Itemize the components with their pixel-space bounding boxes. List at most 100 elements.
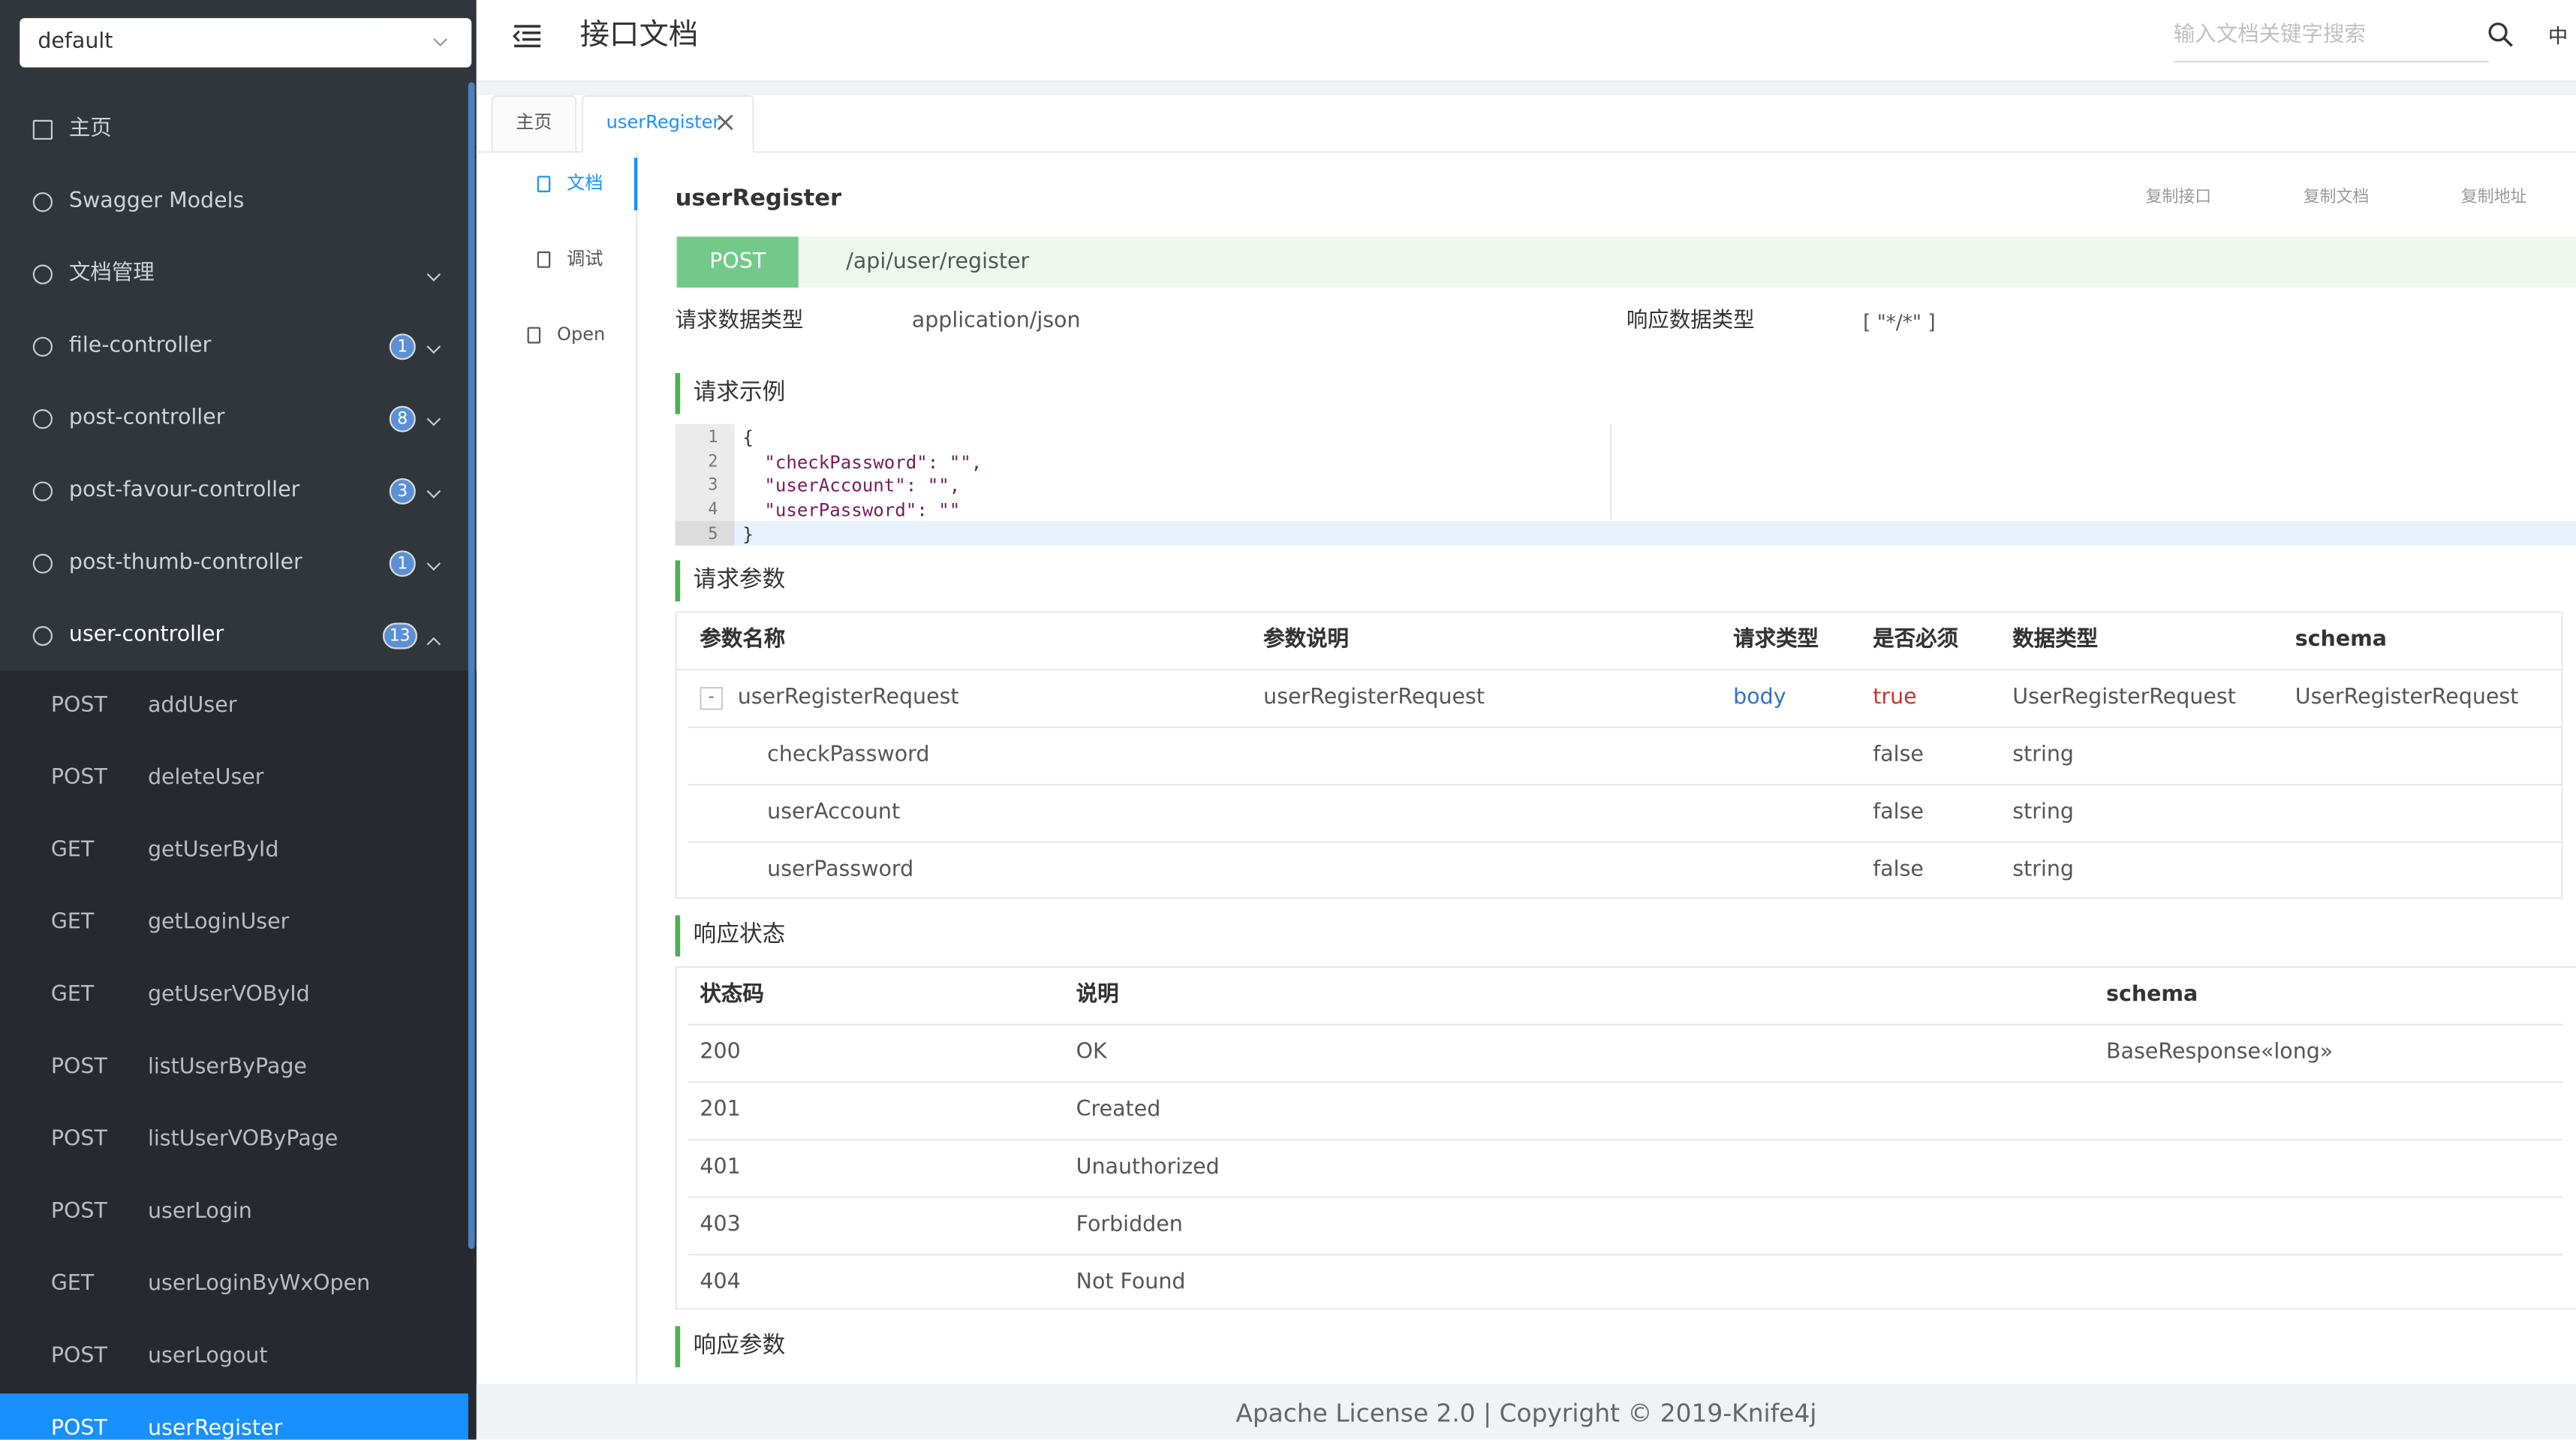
scrollbar[interactable] [468,82,475,1249]
table-header: 请求类型 [1733,628,1819,652]
menu-label: post-thumb-controller [68,550,302,576]
status-desc: Not Found [1076,1270,1186,1295]
menu-label: user-controller [68,622,224,648]
param-in: body [1733,685,1786,710]
param-name: userRegisterRequest [737,685,959,710]
table-header: 数据类型 [2012,628,2099,652]
endpoint-name: userLoginByWxOpen [147,1272,371,1297]
endpoint-name: addUser [147,693,237,718]
param-name: userPassword [767,857,914,883]
endpoint-method: GET [50,838,95,863]
endpoint-name: getUserVOById [147,982,310,1008]
menu-badge: 1 [389,550,416,577]
tab-close[interactable] [718,115,733,130]
status-schema: BaseResponse«long» [2106,1040,2334,1065]
menu-icon [32,481,53,502]
side-tab[interactable] [477,158,638,211]
params-table [675,611,2563,899]
menu-badge: 1 [389,333,416,360]
line-number: 2 [708,453,718,471]
section-title: 响应参数 [693,1333,786,1360]
param-name: checkPassword [767,743,930,768]
header [476,0,2576,83]
code-line: } [742,523,754,546]
tab-label: userRegister [606,111,721,134]
param-desc: userRegisterRequest [1263,685,1485,710]
table-header: 状态码 [700,982,764,1008]
status-desc: Created [1076,1098,1161,1122]
table-header: 参数名称 [700,628,786,652]
line-number: 4 [708,501,718,520]
endpoint-method: POST [50,1055,107,1080]
section-title: 请求参数 [693,567,786,594]
group-select-value: default [38,29,113,55]
doc-title: userRegister [675,185,842,212]
side-tab[interactable] [477,233,638,286]
method-badge: POST [676,236,799,288]
endpoint-name: listUserByPage [147,1055,307,1080]
row-divider [688,726,2562,728]
status-code: 403 [700,1213,741,1238]
endpoint-name: userLogin [147,1199,252,1225]
section-bar [675,1326,681,1368]
row-toggle[interactable]: - [700,686,724,710]
status-desc: OK [1076,1040,1107,1065]
value: application/json [911,309,1081,334]
group-select[interactable] [20,18,472,68]
menu-icon [32,553,53,574]
row-divider [688,1254,2563,1256]
row-divider [676,668,2562,671]
footer [476,1383,2576,1440]
page-title: 接口文档 [579,18,699,53]
menu-label: post-favour-controller [68,477,300,503]
menu-icon [32,264,53,285]
table-header: schema [2295,628,2387,652]
code-line: "userAccount": "", [742,475,961,497]
endpoint-name: userLogout [147,1344,268,1369]
status-desc: Forbidden [1076,1213,1183,1238]
line-number: 3 [708,477,718,496]
section-title: 响应状态 [693,921,786,948]
menu-toggle[interactable] [512,23,542,50]
menu-badge: 8 [389,405,416,432]
endpoint-name: userRegister [147,1416,283,1440]
param-required: false [1873,800,1924,825]
method-bar [675,236,2576,288]
search-icon[interactable] [2487,21,2514,47]
endpoint-method: POST [50,1344,107,1369]
doc-action[interactable]: 复制地址 [2460,188,2527,207]
table-header: 参数说明 [1263,628,1350,652]
endpoint-name: listUserVOByPage [147,1127,339,1152]
line-number: 5 [708,525,718,544]
endpoint-name: getUserById [147,838,279,863]
row-divider [688,1138,2563,1141]
doc-action[interactable]: 复制文档 [2303,188,2370,207]
menu-badge: 3 [389,477,416,505]
doc-action[interactable]: 复制接口 [2145,188,2212,207]
endpoint-item-selected[interactable] [0,1393,468,1440]
row-divider [688,841,2562,843]
language-switch[interactable]: 中 [2547,24,2568,48]
row-divider [688,1196,2563,1198]
search-input[interactable]: 输入文档关键字搜索 [2173,23,2366,48]
side-tab-label: Open [557,324,606,345]
param-type: UserRegisterRequest [2012,685,2236,710]
side-tab-label: 文档 [567,172,603,194]
menu-icon [32,409,53,429]
param-required: false [1873,857,1924,883]
status-code: 200 [700,1040,741,1065]
line-number: 1 [708,429,718,447]
table-header: schema [2106,982,2198,1008]
menu-label: Swagger Models [68,188,245,214]
active-gutter [675,520,735,546]
side-tab-icon [537,176,551,193]
status-desc: Unauthorized [1076,1155,1220,1180]
endpoint-method: GET [50,910,95,935]
menu-icon [32,192,53,212]
tab[interactable] [491,95,577,153]
endpoint-method: POST [50,1199,107,1225]
tab-label: 主页 [516,111,552,134]
footer-text: Apache License 2.0 | Copyright © 2019-Kn… [1235,1398,1817,1429]
